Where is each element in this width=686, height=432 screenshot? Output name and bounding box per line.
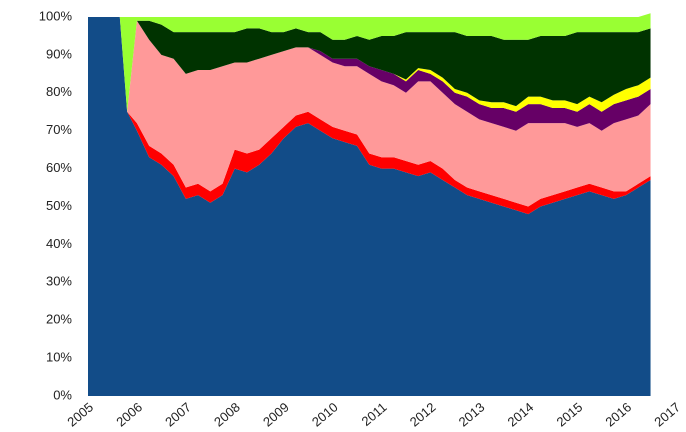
x-tick-label: 2011	[359, 399, 390, 428]
y-tick-label: 90%	[46, 46, 72, 61]
y-tick-label: 70%	[46, 122, 72, 137]
x-tick-label: 2007	[162, 399, 194, 429]
y-tick-label: 50%	[46, 198, 72, 213]
area	[88, 13, 651, 112]
y-tick-label: 60%	[46, 160, 72, 175]
area	[88, 17, 651, 396]
x-tick-label: 2014	[505, 399, 537, 429]
area	[88, 17, 651, 112]
area	[88, 17, 651, 112]
y-tick-label: 100%	[39, 8, 73, 23]
y-tick-label: 80%	[46, 84, 72, 99]
x-tick-label: 2017	[651, 399, 683, 429]
y-tick-label: 0%	[53, 387, 72, 402]
y-tick-label: 10%	[46, 350, 72, 365]
x-tick-label: 2006	[113, 399, 145, 429]
area	[88, 17, 651, 207]
y-tick-label: 40%	[46, 236, 72, 251]
x-tick-label: 2013	[456, 399, 488, 429]
y-tick-label: 30%	[46, 274, 72, 289]
x-tick-label: 2012	[407, 399, 439, 429]
x-tick-label: 2008	[211, 399, 243, 429]
x-tick-label: 2005	[64, 399, 96, 429]
area	[88, 17, 651, 131]
x-tick-label: 2009	[260, 399, 292, 429]
x-tick-label: 2010	[309, 399, 341, 429]
y-tick-label: 20%	[46, 312, 72, 327]
x-tick-label: 2015	[554, 399, 586, 429]
x-tick-label: 2016	[602, 399, 634, 429]
